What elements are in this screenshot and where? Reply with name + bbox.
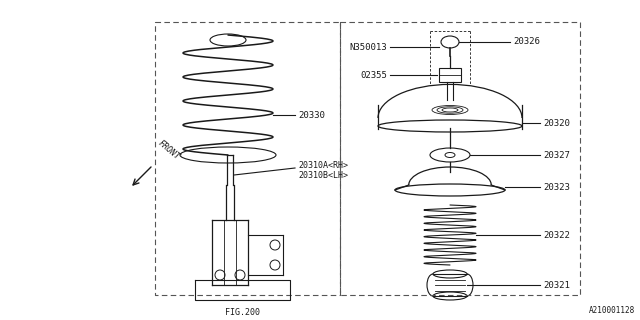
Text: 20326: 20326 bbox=[513, 37, 540, 46]
Text: 20321: 20321 bbox=[543, 281, 570, 290]
Text: 02355: 02355 bbox=[360, 70, 387, 79]
Text: 20330: 20330 bbox=[298, 110, 325, 119]
Text: 20310B<LH>: 20310B<LH> bbox=[298, 171, 348, 180]
Bar bbox=[439, 68, 461, 82]
Text: N350013: N350013 bbox=[349, 43, 387, 52]
Text: FIG.200: FIG.200 bbox=[225, 308, 260, 317]
Text: 20320: 20320 bbox=[543, 118, 570, 127]
Text: 20322: 20322 bbox=[543, 230, 570, 239]
Text: 20327: 20327 bbox=[543, 150, 570, 159]
Text: FRONT: FRONT bbox=[156, 139, 181, 162]
Text: 20323: 20323 bbox=[543, 182, 570, 191]
Text: A210001128: A210001128 bbox=[589, 306, 635, 315]
Text: 20310A<RH>: 20310A<RH> bbox=[298, 161, 348, 170]
